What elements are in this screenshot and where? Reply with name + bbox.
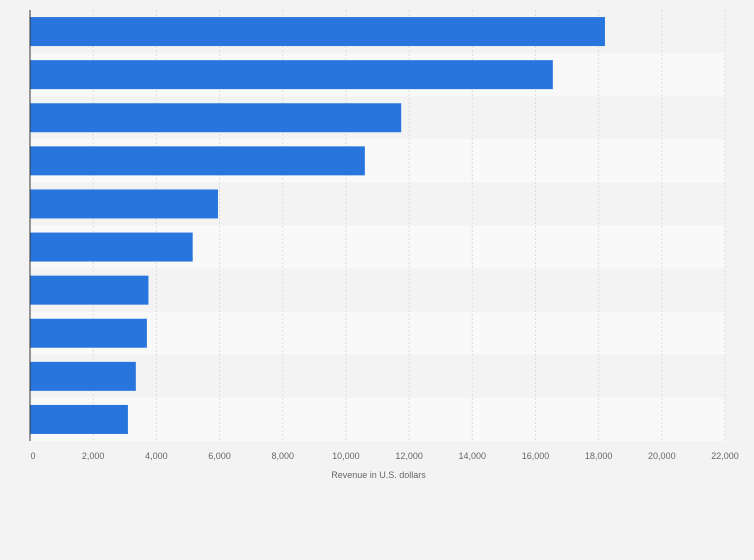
x-tick-label: 4,000 bbox=[145, 451, 168, 461]
bar bbox=[30, 60, 553, 90]
bar bbox=[30, 103, 402, 133]
x-tick-label: 16,000 bbox=[522, 451, 550, 461]
x-tick-label: 18,000 bbox=[585, 451, 613, 461]
bar bbox=[30, 17, 605, 47]
x-tick-label: 6,000 bbox=[208, 451, 231, 461]
bar bbox=[30, 404, 128, 434]
x-tick-label: 12,000 bbox=[395, 451, 423, 461]
x-tick-label: 10,000 bbox=[332, 451, 360, 461]
bar bbox=[30, 275, 149, 305]
bar bbox=[30, 318, 147, 348]
row-band bbox=[30, 354, 725, 398]
x-tick-label: 8,000 bbox=[271, 451, 294, 461]
x-tick-label: 14,000 bbox=[459, 451, 487, 461]
bar bbox=[30, 361, 136, 391]
bar bbox=[30, 232, 193, 262]
x-tick-label: 22,000 bbox=[711, 451, 739, 461]
bar bbox=[30, 189, 218, 219]
x-axis-title: Revenue in U.S. dollars bbox=[331, 470, 426, 480]
x-tick-label: 2,000 bbox=[82, 451, 105, 461]
row-band bbox=[30, 397, 725, 441]
bar bbox=[30, 146, 365, 176]
x-tick-label: 0 bbox=[30, 451, 35, 461]
x-tick-label: 20,000 bbox=[648, 451, 676, 461]
